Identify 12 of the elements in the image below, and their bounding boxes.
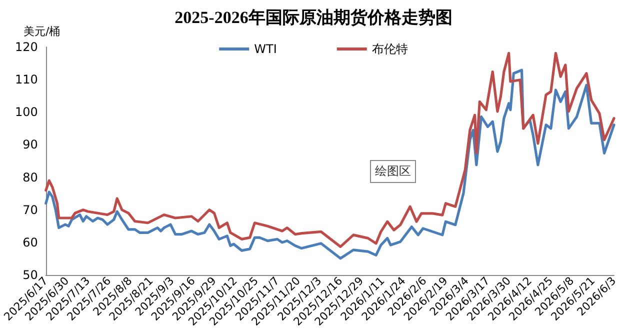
y-tick-label: 60 [22,235,38,250]
annotation: 绘图区 [370,160,416,183]
legend-label: 布伦特 [372,42,408,56]
y-axis-title: 美元/桶 [24,25,60,38]
y-tick-label: 90 [22,138,38,152]
y-tick-label: 70 [22,202,38,217]
y-tick-label: 80 [22,170,38,184]
y-tick-label: 120 [14,40,38,54]
chart-title: 2025-2026年国际原油期货价格走势图 [174,8,452,27]
y-tick-label: 110 [14,72,38,87]
legend-label: WTI [254,42,277,56]
y-tick-label: 100 [14,105,38,120]
